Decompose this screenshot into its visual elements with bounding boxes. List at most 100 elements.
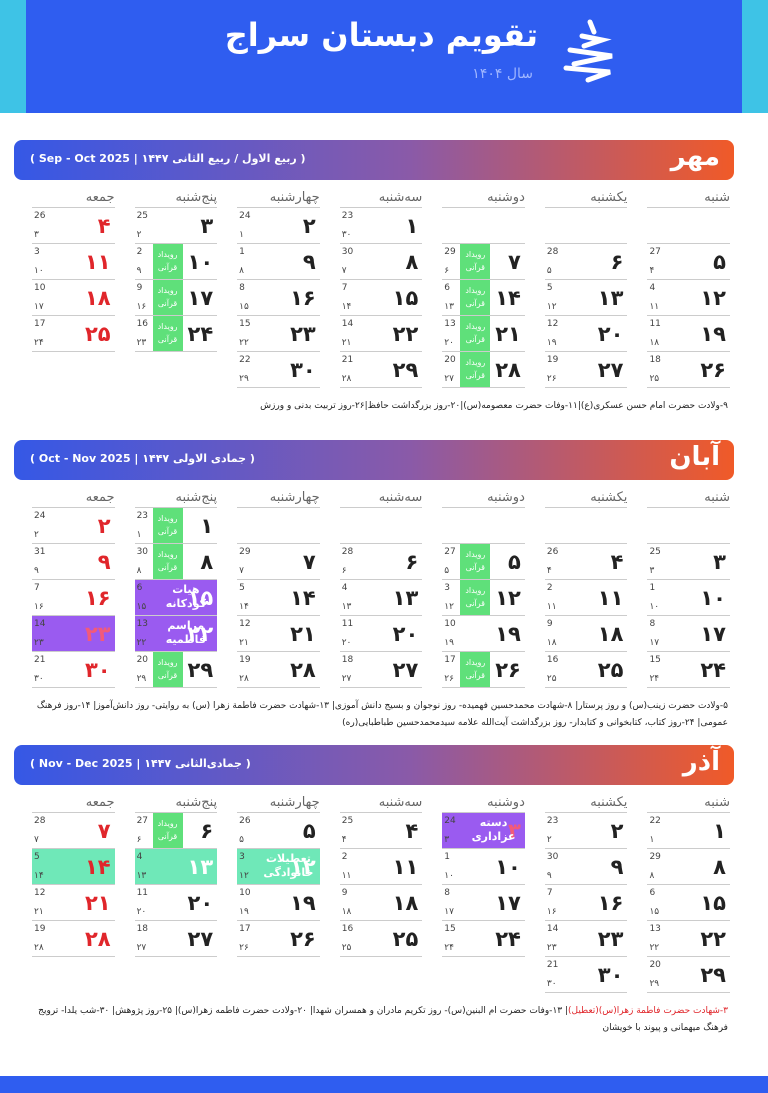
event-tag: رویداد قرآنی: [460, 544, 491, 579]
day-number: ۱۶: [290, 286, 316, 310]
day-cell: ۵ 27 ۴: [647, 244, 730, 280]
gregorian-day: 24: [34, 511, 46, 521]
gregorian-day: 10: [444, 619, 456, 629]
gregorian-day: 1: [239, 247, 245, 257]
day-number: ۱۷: [187, 286, 214, 310]
empty-cell: [32, 352, 115, 388]
gregorian-day: 19: [34, 924, 46, 934]
gregorian-day: 3: [444, 583, 451, 593]
day-cell: ۷ 29 ۷: [237, 544, 320, 580]
hijri-day: ۵: [444, 566, 450, 576]
day-cell: ۲۲ 14 ۲۱: [339, 316, 423, 352]
gregorian-day: 27: [136, 816, 149, 826]
hijri-day: ۱۴: [341, 302, 352, 312]
hijri-day: ۸: [649, 871, 655, 881]
weekday: دوشنبه: [442, 184, 525, 208]
day-cell: ۱۵ 7 ۱۴: [339, 280, 423, 316]
day-cell: ۲۳ 14 ۲۳: [32, 616, 115, 652]
day-number: ۲۶: [700, 358, 726, 382]
day-number: ۱۶: [597, 891, 624, 915]
hijri-day: ۲۰: [136, 907, 147, 917]
hijri-day: ۲۸: [239, 674, 249, 684]
gregorian-day: 20: [649, 960, 661, 970]
hijri-day: ۲۰: [341, 638, 352, 648]
day-number: ۵: [302, 819, 316, 843]
gregorian-day: 18: [649, 355, 661, 365]
day-cell: ۱۹ 10 ۱۹: [442, 616, 525, 652]
gregorian-day: 8: [239, 283, 245, 293]
gregorian-day: 25: [341, 816, 354, 826]
gregorian-day: 15: [239, 319, 251, 329]
hijri-day: ۱۰: [649, 602, 660, 612]
event-tag: رویداد قرآنی: [152, 508, 183, 543]
gregorian-day: 7: [34, 583, 40, 593]
hijri-day: ۲۷: [444, 374, 454, 384]
day-number: ۳: [713, 550, 726, 574]
gregorian-day: 14: [546, 924, 559, 934]
day-number: ۲۴: [187, 322, 214, 346]
day-number: ۲۰: [597, 322, 624, 346]
hijri-day: ۸: [136, 566, 142, 576]
gregorian-day: 21: [546, 960, 559, 970]
day-number: ۲۸: [84, 927, 111, 951]
hijri-day: ۱۹: [546, 338, 557, 348]
gregorian-day: 18: [341, 655, 354, 665]
day-number: ۱: [405, 214, 419, 238]
hijri-day: ۱۶: [34, 602, 44, 612]
hijri-day: ۳۰: [34, 674, 44, 684]
gregorian-day: 26: [239, 816, 251, 826]
hijri-day: ۲۹: [239, 374, 249, 384]
event-tag: رویداد قرآنی: [460, 352, 491, 387]
day-number: ۱۱: [597, 586, 624, 610]
day-cell: ۲۷ 18 ۲۷: [339, 652, 423, 688]
hijri-day: ۲۰: [444, 338, 454, 348]
day-number: ۷: [97, 819, 111, 843]
day-number: ۲۹: [392, 358, 419, 382]
day-cell: ۱۵ 6 ۱۵ هیات کودکانه: [134, 580, 218, 616]
gregorian-day: 1: [444, 852, 451, 862]
hijri-day: ۵: [546, 266, 552, 276]
month-grid: شنبه یکشنبه دوشنبه سه‌شنبه چهارشنبه پنج‌شنبه ج…: [14, 480, 734, 688]
day-cell: ۶ 28 ۶: [339, 544, 423, 580]
day-number: ۲۷: [187, 927, 214, 951]
day-number: ۳: [200, 214, 214, 238]
day-number: ۲۷: [392, 658, 419, 682]
day-cell: ۱۱ 3 ۱۰: [32, 244, 115, 280]
gregorian-day: 15: [649, 655, 661, 665]
hijri-day: ۱۱: [649, 302, 660, 312]
day-cell: ۱۳ 5 ۱۲: [544, 280, 628, 316]
day-cell: ۲۶ 18 ۲۵: [647, 352, 730, 388]
day-cell: ۸ 30 ۷: [339, 244, 423, 280]
day-number: ۵: [508, 550, 521, 574]
gregorian-day: 25: [136, 211, 149, 221]
day-cell: ۲۳ 14 ۲۳: [544, 921, 628, 957]
day-cell: ۴ 25 ۴: [339, 813, 423, 849]
event-tag: رویداد قرآنی: [152, 652, 183, 687]
gregorian-day: 3: [34, 247, 40, 257]
gregorian-day: 16: [546, 655, 559, 665]
day-number: ۳: [508, 819, 521, 843]
hijri-day: ۲۹: [136, 674, 147, 684]
day-cell: ۳ 25 ۲: [134, 208, 218, 244]
day-cell: ۲ 24 ۲: [32, 508, 115, 544]
day-number: ۲۲: [700, 927, 726, 951]
day-number: ۲۶: [495, 658, 521, 682]
gregorian-day: 6: [444, 283, 451, 293]
hijri-day: ۱: [136, 530, 142, 540]
day-cell: ۴ 26 ۳: [32, 208, 115, 244]
day-number: ۱۸: [597, 622, 624, 646]
gregorian-day: 17: [444, 655, 456, 665]
month-range: ( جمادی‌الثانی ۱۴۴۷ | Nov - Dec 2025 ): [30, 757, 251, 770]
day-cell: ۳۰ 21 ۳۰: [32, 652, 115, 688]
hijri-day: ۱۰: [444, 871, 454, 881]
gregorian-day: 16: [136, 319, 149, 329]
gregorian-day: 26: [34, 211, 46, 221]
gregorian-day: 24: [444, 816, 456, 826]
hijri-day: ۲۲: [649, 943, 660, 953]
hijri-day: ۲۶: [239, 943, 249, 953]
gregorian-day: 4: [649, 283, 656, 293]
empty-cell: [442, 508, 525, 544]
day-number: ۲۰: [187, 891, 214, 915]
gregorian-day: 4: [341, 583, 348, 593]
